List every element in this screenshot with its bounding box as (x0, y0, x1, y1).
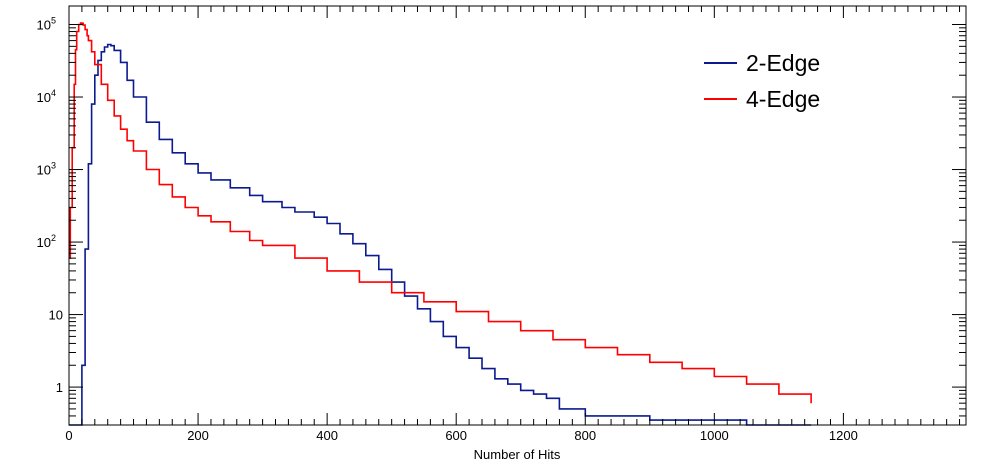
y-tick-label: 10 (49, 308, 63, 323)
x-tick-label: 400 (316, 428, 338, 443)
x-axis-title: Number of Hits (474, 447, 561, 462)
legend: 2-Edge 4-Edge (704, 50, 820, 112)
x-tick-label: 600 (445, 428, 467, 443)
x-tick-label: 800 (574, 428, 596, 443)
y-tick-label-exponent: 4 (51, 88, 56, 98)
y-tick-label-exponent: 3 (51, 161, 56, 171)
y-tick-label-base: 10 (37, 18, 51, 33)
legend-label-2-edge: 2-Edge (746, 50, 820, 76)
y-axis-ticks (69, 24, 966, 426)
x-axis-tick-labels: 0 200 400 600 800 1000 1200 (65, 428, 857, 443)
y-tick-label: 104 (37, 88, 56, 105)
series-line-4-edge (69, 22, 812, 404)
y-tick-label: 105 (37, 16, 56, 33)
plot-frame (68, 5, 967, 426)
y-tick-label: 103 (37, 161, 56, 178)
y-tick-label: 102 (37, 233, 56, 250)
y-tick-label-base: 10 (37, 163, 51, 178)
y-tick-label-base: 10 (37, 90, 51, 105)
series-line-2-edge (69, 43, 812, 426)
x-axis-ticks (68, 6, 961, 425)
y-tick-label: 1 (56, 380, 63, 395)
legend-label-4-edge: 4-Edge (746, 86, 820, 112)
x-tick-label: 200 (187, 428, 209, 443)
x-tick-label: 0 (65, 428, 72, 443)
x-tick-label: 1200 (829, 428, 858, 443)
x-tick-label: 1000 (700, 428, 729, 443)
y-tick-label-exponent: 5 (51, 16, 56, 26)
y-tick-label-exponent: 2 (51, 233, 56, 243)
series-layer (69, 22, 812, 426)
y-tick-label-base: 10 (37, 235, 51, 250)
